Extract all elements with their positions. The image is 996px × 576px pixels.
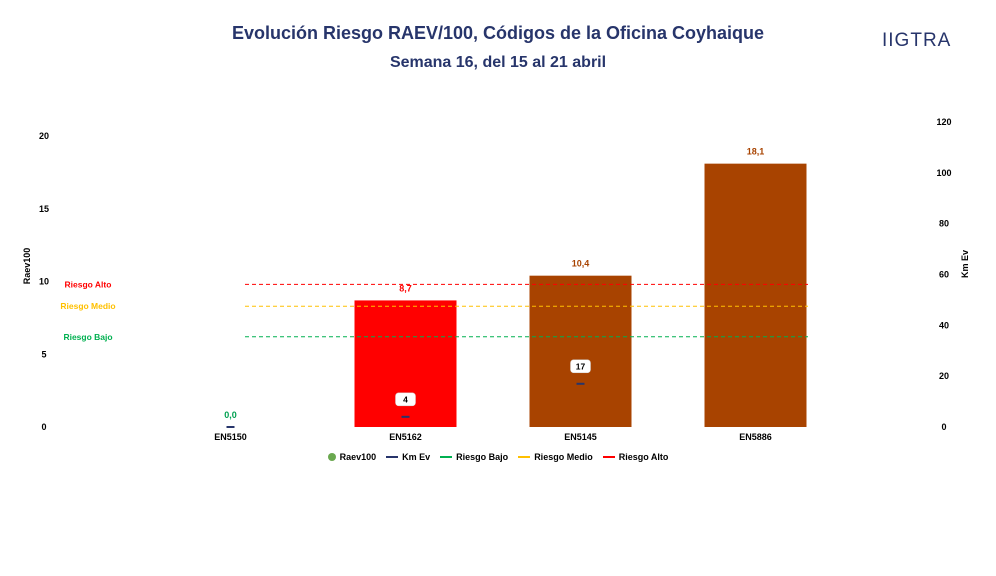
chart-title: Evolución Riesgo RAEV/100, Códigos de la… bbox=[231, 23, 765, 43]
x-tick-label-en5150: EN5150 bbox=[214, 432, 247, 442]
y2-tick-label-5: 100 bbox=[936, 168, 951, 178]
y-tick-label-4: 20 bbox=[39, 131, 49, 141]
legend-label: Raev100 bbox=[339, 452, 377, 462]
bar-value-label-en5150: 0,0 bbox=[224, 410, 237, 420]
x-tick-label-en5145: EN5145 bbox=[564, 432, 597, 442]
km-label-box-en5162 bbox=[395, 392, 416, 407]
x-tick-label-en5886: EN5886 bbox=[739, 432, 772, 442]
y2-tick-label-3: 60 bbox=[939, 270, 949, 280]
logo-text: IIGTRA bbox=[882, 30, 952, 51]
bar-en5145 bbox=[529, 275, 632, 427]
bar-value-label-en5162: 8,7 bbox=[399, 283, 412, 293]
igtra-logo: IIGTRA bbox=[882, 30, 951, 52]
y-axis-title: Raev100 bbox=[22, 248, 32, 285]
legend-swatch bbox=[518, 456, 531, 458]
bar-en5162 bbox=[354, 300, 457, 427]
legend-swatch bbox=[327, 453, 336, 461]
y-tick-label-1: 5 bbox=[41, 349, 46, 359]
km-label-en5145: 17 bbox=[576, 361, 586, 371]
legend-swatch bbox=[386, 456, 399, 458]
legend-swatch bbox=[440, 456, 453, 458]
legend-item-riesgo-bajo: Riesgo Bajo bbox=[440, 452, 508, 462]
y2-tick-label-4: 80 bbox=[939, 219, 949, 229]
bar-en5886 bbox=[704, 163, 807, 427]
bar-value-label-en5145: 10,4 bbox=[572, 259, 590, 269]
threshold-label-riesgo-alto: Riesgo Alto bbox=[65, 279, 112, 289]
x-tick-label-en5162: EN5162 bbox=[389, 432, 422, 442]
km-label-en5162: 4 bbox=[403, 394, 408, 404]
y-tick-label-3: 15 bbox=[39, 204, 49, 214]
chart-legend: Raev100 Km Ev Riesgo Bajo Riesgo Medio Riesg… bbox=[0, 452, 996, 462]
threshold-label-riesgo-bajo: Riesgo Bajo bbox=[63, 332, 112, 342]
threshold-label-riesgo-medio: Riesgo Medio bbox=[60, 301, 115, 311]
legend-item-raev100: Raev100 bbox=[327, 452, 377, 462]
y2-axis-title: Km Ev bbox=[960, 250, 970, 278]
legend-label: Riesgo Bajo bbox=[456, 452, 509, 462]
km-label-box-en5145 bbox=[570, 359, 591, 374]
legend-label: Riesgo Alto bbox=[618, 452, 669, 462]
y-tick-label-2: 10 bbox=[39, 277, 49, 287]
y2-tick-label-2: 40 bbox=[939, 320, 949, 330]
y2-tick-label-0: 0 bbox=[941, 422, 946, 432]
y-tick-label-0: 0 bbox=[41, 422, 46, 432]
y2-tick-label-1: 20 bbox=[939, 371, 949, 381]
chart-subtitle: Semana 16, del 15 al 21 abril bbox=[389, 54, 607, 71]
legend-label: Riesgo Medio bbox=[534, 452, 593, 462]
bar-value-label-en5886: 18,1 bbox=[747, 147, 765, 157]
legend-item-riesgo-medio: Riesgo Medio bbox=[518, 452, 593, 462]
legend-swatch bbox=[602, 456, 615, 458]
legend-item-riesgo-alto: Riesgo Alto bbox=[602, 452, 669, 462]
y2-tick-label-6: 120 bbox=[936, 117, 951, 127]
legend-label: Km Ev bbox=[402, 452, 431, 462]
legend-item-km-ev: Km Ev bbox=[386, 452, 430, 462]
